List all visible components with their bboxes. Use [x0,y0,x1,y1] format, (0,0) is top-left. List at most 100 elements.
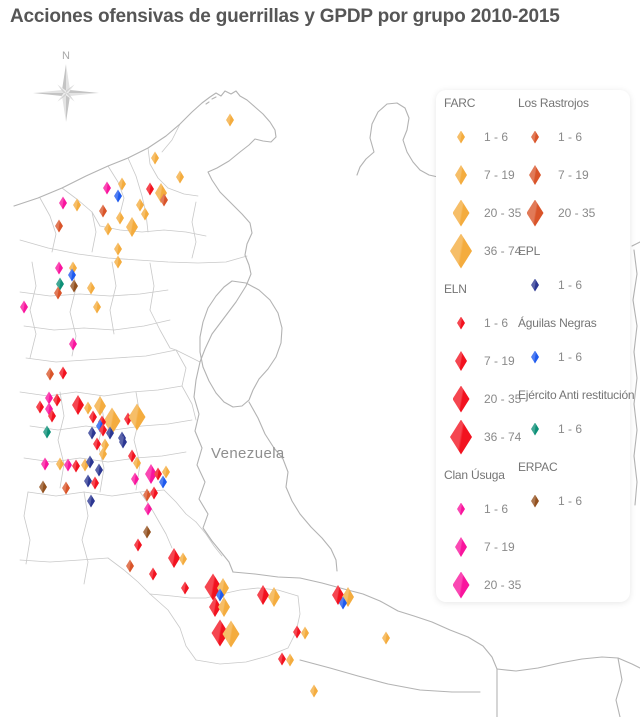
municipality-boundary [149,593,197,661]
map-marker-eln [257,585,269,605]
municipality-boundary [181,385,197,421]
legend-diamond-icon [531,350,539,364]
municipality-boundary [127,157,149,233]
country-border [211,96,217,100]
map-marker-ejercito [56,277,64,291]
map-marker-farc [136,198,144,212]
legend-diamond-cell [444,165,478,185]
map-marker-farc [222,620,240,648]
map-marker-farc [56,457,64,471]
map-marker-clan [55,261,63,275]
map-marker-eln [146,182,154,196]
country-border [248,401,338,572]
legend-diamond-icon [457,502,465,516]
legend-diamond-icon [526,199,544,227]
legend-diamond-icon [457,130,465,144]
map-marker-clan [131,472,139,486]
legend-range-label: 1 - 6 [484,130,509,144]
map-marker-farc [69,261,77,275]
legend-diamond-cell [444,537,478,557]
municipality-boundary [195,521,223,557]
map-marker-farc [162,465,170,479]
legend-row: 1 - 6 [518,338,634,376]
legend-range-label: 7 - 19 [484,354,515,368]
legend-range-label: 36 - 74 [484,430,522,444]
legend-diamond-cell [444,419,478,455]
legend-diamond-cell [518,199,552,227]
legend-row: 1 - 6 [444,118,521,156]
legend-group-title: Clan Úsuga [444,468,505,482]
legend-diamond-icon [455,165,467,185]
legend-diamond-cell [444,571,478,599]
map-marker-farc [218,597,230,617]
legend-diamond-icon [450,233,472,269]
map-marker-farc [179,552,187,566]
legend-row: 7 - 19 [444,156,521,194]
map-marker-erpac [70,279,78,293]
map-marker-farc [268,587,280,607]
legend-diamond-cell [444,351,478,371]
legend-group: FARC 1 - 6 7 - 19 20 - 35 36 - 74 [444,96,521,270]
map-marker-aguilas [216,588,224,602]
municipality-boundary [23,319,171,331]
legend-row: 7 - 19 [444,342,521,380]
legend-diamond-icon [531,130,539,144]
municipality-boundary [167,187,199,197]
municipality-boundary [149,309,177,351]
map-marker-farc [104,222,112,236]
legend-range-label: 7 - 19 [484,540,515,554]
map-marker-eln [48,409,56,423]
legend-row: 1 - 6 [518,266,634,304]
map-marker-epl [106,426,114,440]
compass-star-icon [33,64,99,122]
map-marker-eln [36,400,44,414]
legend-diamond-cell [518,422,552,436]
legend-row: 20 - 35 [518,194,634,232]
map-marker-farc [310,684,318,698]
map-marker-rastrojos [62,481,70,495]
municipality-boundary [109,261,117,335]
map-marker-rastrojos [143,488,151,502]
map-marker-farc [118,177,126,191]
legend-diamond-icon [455,537,467,557]
map-marker-aguilas [114,189,122,203]
map-marker-rastrojos [54,286,62,300]
legend-row: 36 - 74 [444,232,521,270]
municipality-boundary [161,123,181,153]
map-marker-clan [103,181,111,195]
legend-diamond-icon [455,351,467,371]
legend-range-label: 1 - 6 [484,502,509,516]
legend-row: 20 - 35 [444,566,521,604]
map-marker-erpac [143,525,151,539]
legend-diamond-cell [444,385,478,413]
map-marker-farc [101,438,109,452]
legend-range-label: 1 - 6 [558,494,583,508]
map-marker-eln [293,625,301,639]
legend-group-title: ERPAC [518,460,558,474]
legend-range-label: 1 - 6 [558,422,583,436]
legend-diamond-cell [518,165,552,185]
municipality-boundary [29,261,37,359]
legend-diamond-icon [531,278,539,292]
legend-diamond-icon [452,385,470,413]
map-marker-farc [226,113,234,127]
map-marker-rastrojos [126,559,134,573]
map-marker-aguilas [68,268,76,282]
municipality-boundary [19,239,248,264]
legend-row: 1 - 6 [518,118,634,156]
country-border [615,657,623,717]
legend-group: Los Rastrojos 1 - 6 7 - 19 20 - 35 [518,96,634,232]
legend-group-title: Ejército Anti restitución [518,388,635,402]
legend-column: FARC 1 - 6 7 - 19 20 - 35 36 - 74 ELN 1 - 6 7 -… [444,96,521,616]
legend-row: 36 - 74 [444,418,521,456]
municipality-boundary [99,225,207,237]
compass-north-label: N [62,50,70,62]
municipality-boundary [107,165,125,215]
map-marker-farc [103,407,121,435]
map-marker-epl [84,474,92,488]
legend-group: Ejército Anti restitución 1 - 6 [518,388,635,448]
legend-diamond-cell [444,233,478,269]
map-marker-eln [128,449,136,463]
legend-row: 7 - 19 [444,528,521,566]
